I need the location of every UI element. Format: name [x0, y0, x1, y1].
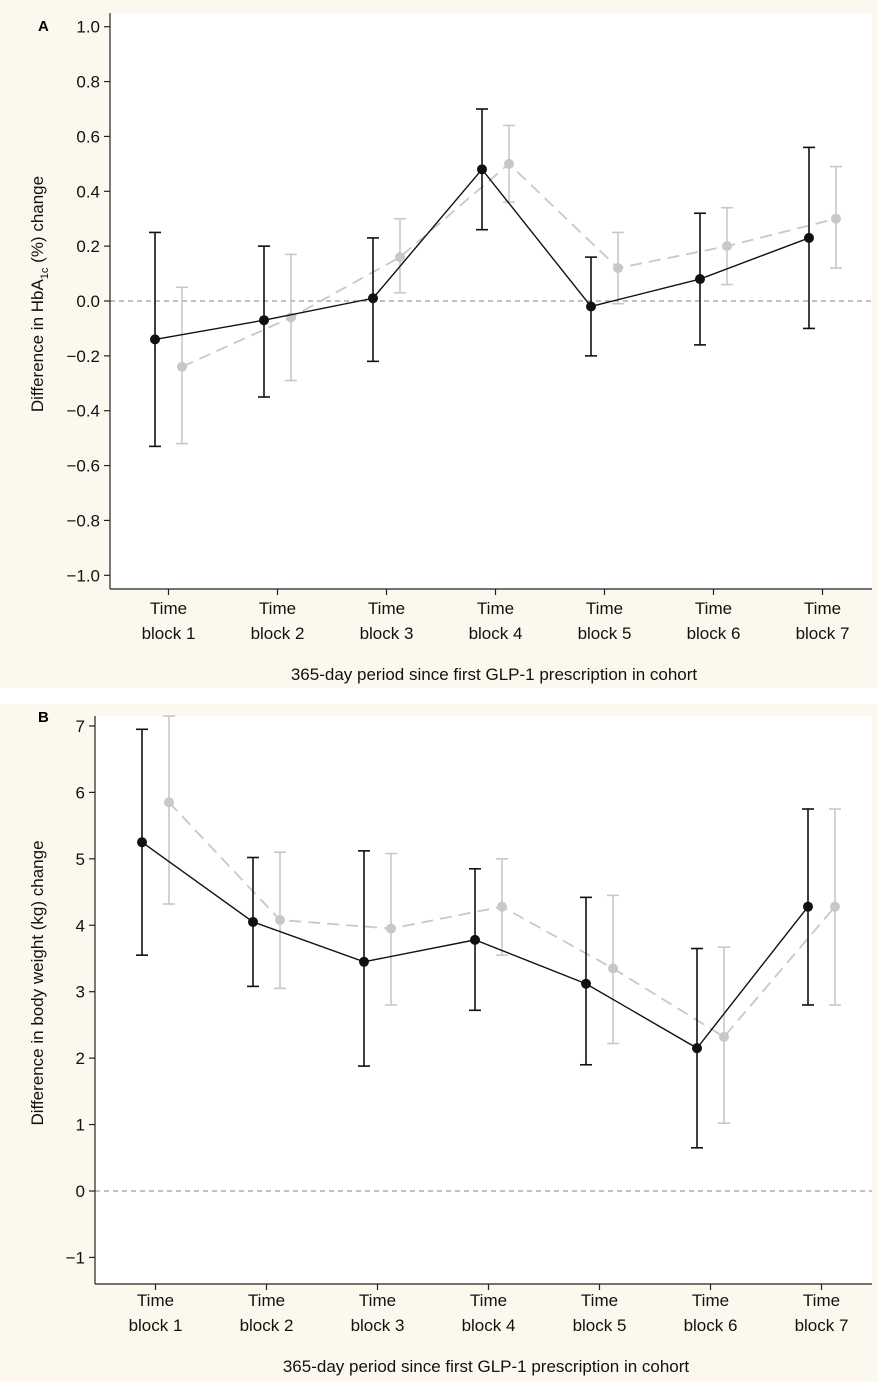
y-tick-label: 0.8 [76, 73, 100, 92]
panel-b-x-axis-title: 365-day period since first GLP-1 prescri… [283, 1357, 690, 1376]
series-1-point [804, 232, 814, 243]
x-tick-label-line1: Time [581, 1291, 618, 1310]
panel-a: A 1.0 0.8 0.6 0.4 0.2 0.0 −0.2 −0.4 −0.6 −0.8 −1.0… [0, 0, 878, 688]
x-tick-label-line2: block 6 [687, 624, 741, 643]
y-tick-label: 3 [76, 983, 85, 1002]
y-tick-label: 0.4 [76, 182, 100, 201]
panel-a-x-axis-title: 365-day period since first GLP-1 prescri… [291, 665, 698, 684]
y-tick-label: −0.6 [66, 457, 100, 476]
series-1-point [695, 274, 705, 285]
x-tick-label-line1: Time [692, 1291, 729, 1310]
series-1-point [137, 837, 147, 848]
series-1-point [586, 301, 596, 312]
x-tick-label-line2: block 1 [142, 624, 196, 643]
panel-a-series [149, 108, 842, 448]
x-tick-label-line1: Time [470, 1291, 507, 1310]
x-tick-label-line2: block 5 [573, 1316, 627, 1335]
series-2-point [608, 963, 618, 974]
panel-b-label: B [38, 709, 49, 726]
x-tick-label-line2: block 5 [578, 624, 632, 643]
panel-a-x-axis: Time block 1 Time block 2 Time block 3 Time blo… [110, 588, 872, 643]
panel-b-x-axis: Time block 1 Time block 2 Time block 3 Time blo… [95, 1283, 872, 1335]
x-tick-label-line1: Time [359, 1291, 396, 1310]
series-2-point [504, 158, 514, 169]
series-2-point [831, 213, 841, 224]
y-tick-label: 5 [76, 850, 85, 869]
x-tick-label-line2: block 3 [351, 1316, 405, 1335]
y-tick-label: 0 [76, 1182, 85, 1201]
y-tick-label: −0.2 [66, 347, 100, 366]
x-tick-label-line1: Time [259, 599, 296, 618]
y-tick-label: 6 [76, 783, 85, 802]
y-tick-label: −1 [66, 1248, 85, 1267]
y-tick-label: −0.8 [66, 511, 100, 530]
series-2-point [722, 241, 732, 252]
x-tick-label-line2: block 6 [684, 1316, 738, 1335]
x-tick-label-line1: Time [695, 599, 732, 618]
series-2-point [386, 923, 396, 934]
y-tick-label: 0.2 [76, 237, 100, 256]
panel-b-y-axis-title: Difference in body weight (kg) change [28, 840, 47, 1125]
x-tick-label-line2: block 3 [360, 624, 414, 643]
x-tick-label-line2: block 2 [240, 1316, 294, 1335]
series-1-point [368, 293, 378, 304]
x-tick-label-line1: Time [137, 1291, 174, 1310]
series-1-point [150, 334, 160, 345]
x-tick-label-line2: block 7 [795, 1316, 849, 1335]
y-tick-label: −0.4 [66, 402, 100, 421]
series-2-point [613, 263, 623, 274]
y-tick-label: 7 [76, 717, 85, 736]
x-tick-label-line1: Time [586, 599, 623, 618]
series-2-point [719, 1031, 729, 1042]
series-1-point [470, 934, 480, 945]
y-tick-label: 1 [76, 1116, 85, 1135]
series-1-point [803, 901, 813, 912]
panel-a-label: A [38, 18, 49, 35]
y-tick-label: 0.6 [76, 127, 100, 146]
series-1-point [248, 916, 258, 927]
series-2-point [497, 901, 507, 912]
x-tick-label-line1: Time [368, 599, 405, 618]
panel-b-plot-area [95, 716, 872, 1284]
x-tick-label-line1: Time [248, 1291, 285, 1310]
x-tick-label-line2: block 2 [251, 624, 305, 643]
panel-b-y-axis: 7 6 5 4 3 2 1 0 −1 [66, 716, 96, 1284]
series-2-point [830, 901, 840, 912]
y-tick-label: 1.0 [76, 18, 100, 37]
series-2-point [275, 914, 285, 925]
x-tick-label-line2: block 4 [469, 624, 523, 643]
series-2-point [177, 361, 187, 372]
y-tick-label: 4 [76, 916, 85, 935]
series-2-point [395, 252, 405, 263]
panel-a-y-axis-title: Difference in HbA1c (%) change [28, 176, 51, 412]
x-tick-label-line2: block 7 [796, 624, 850, 643]
panel-b-series [136, 715, 841, 1149]
series-1-point [259, 315, 269, 326]
panel-a-y-axis: 1.0 0.8 0.6 0.4 0.2 0.0 −0.2 −0.4 −0.6 −0.8 −1.0 [66, 13, 111, 589]
series-1-point [581, 978, 591, 989]
series-1-point [692, 1043, 702, 1054]
x-tick-label-line2: block 1 [129, 1316, 183, 1335]
y-tick-label: −1.0 [66, 566, 100, 585]
x-tick-label-line2: block 4 [462, 1316, 516, 1335]
y-tick-label: 2 [76, 1049, 85, 1068]
y-tick-label: 0.0 [76, 292, 100, 311]
x-tick-label-line1: Time [803, 1291, 840, 1310]
series-1-point [359, 956, 369, 967]
x-tick-label-line1: Time [150, 599, 187, 618]
x-tick-label-line1: Time [804, 599, 841, 618]
series-2-point [164, 797, 174, 808]
panel-b: B 7 6 5 4 3 2 1 0 −1 Time block 1 Time block 2 Time b… [0, 704, 878, 1382]
series-1-point [477, 164, 487, 175]
x-tick-label-line1: Time [477, 599, 514, 618]
